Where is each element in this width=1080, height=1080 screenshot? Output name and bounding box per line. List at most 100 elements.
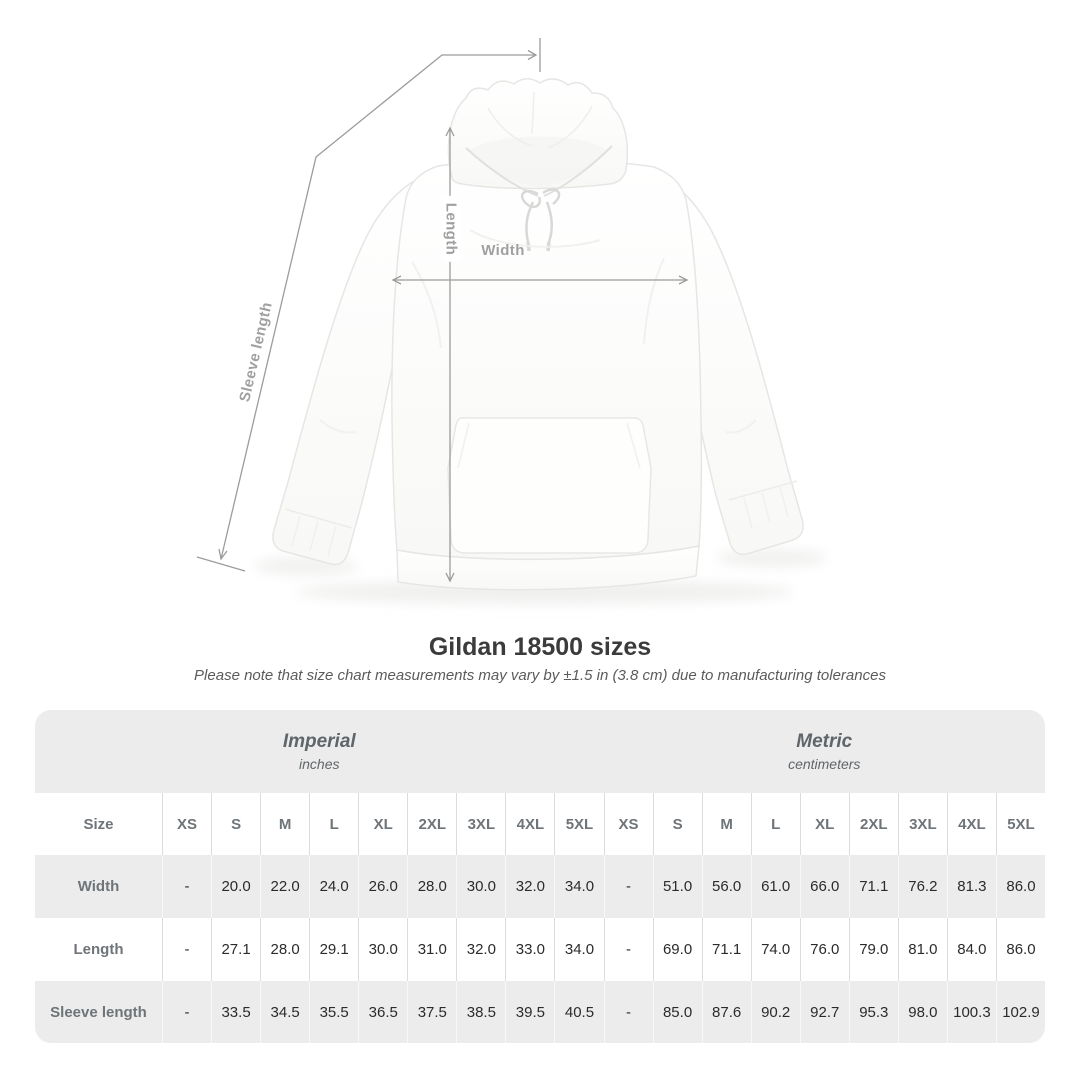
metric-unit: centimeters [788, 756, 861, 772]
size-col-header-metric: S [652, 793, 702, 855]
value-cell-imperial: 32.0 [505, 855, 554, 918]
row-label: Sleeve length [50, 1003, 147, 1021]
size-col-header-metric: 3XL [897, 793, 947, 855]
size-table: Imperial inches Metric centimeters Size X… [35, 710, 1045, 1043]
size-col-header-imperial: 5XL [554, 793, 603, 855]
width-right-arrowhead [678, 275, 689, 285]
value-cell-metric: 66.0 [799, 855, 849, 918]
hood-folds [487, 91, 593, 149]
imperial-group-header: Imperial inches [35, 710, 604, 793]
size-col-header-metric: M [701, 793, 751, 855]
value-cell-imperial: 35.5 [309, 981, 358, 1043]
value-cell-imperial: 22.0 [260, 855, 309, 918]
row-label: Width [77, 878, 120, 895]
value-cell-metric: 69.0 [652, 918, 702, 981]
length-top-arrowhead [445, 126, 455, 137]
width-measure-label: Width [481, 242, 525, 259]
value-cell-metric: 86.0 [995, 855, 1045, 918]
tolerance-note: Please note that size chart measurements… [194, 667, 886, 684]
value-cell-imperial: 30.0 [358, 918, 407, 981]
row-label: Length [73, 941, 124, 958]
sleeve-bottom-tick [196, 556, 246, 572]
size-col-header-imperial: M [260, 793, 309, 855]
value-cell-metric: 84.0 [946, 918, 996, 981]
value-cell-imperial: 29.1 [309, 918, 358, 981]
value-cell-metric: 74.0 [750, 918, 800, 981]
value-cell-metric: 102.9 [995, 981, 1045, 1043]
value-cell-metric: 79.0 [848, 918, 898, 981]
size-col-header-imperial: L [309, 793, 358, 855]
value-cell-imperial: 33.0 [505, 918, 554, 981]
value-cell-imperial: 20.0 [211, 855, 260, 918]
hoodie-illustration [196, 38, 827, 604]
sleeve-bottom-arrowhead [218, 548, 228, 561]
value-cell-metric: 71.1 [848, 855, 898, 918]
pocket-stitching [457, 422, 641, 469]
value-cell-imperial: 34.0 [554, 918, 603, 981]
size-col-header-imperial: 2XL [407, 793, 456, 855]
sleeve-right-arrowhead [527, 49, 538, 61]
value-cell-imperial: 28.0 [260, 918, 309, 981]
sleeve-length-line [220, 54, 536, 560]
metric-label: Metric [796, 731, 853, 752]
value-cell-metric: 86.0 [995, 918, 1045, 981]
value-cell-imperial: 32.0 [456, 918, 505, 981]
page-title: Gildan 18500 sizes [428, 633, 652, 661]
size-col-header-metric: 4XL [946, 793, 996, 855]
value-cell-metric: 98.0 [897, 981, 947, 1043]
size-col-header-metric: XS [603, 793, 653, 855]
value-cell-imperial: 27.1 [211, 918, 260, 981]
value-cell-imperial: - [162, 855, 211, 918]
value-cell-metric: 90.2 [750, 981, 800, 1043]
value-cell-imperial: 28.0 [407, 855, 456, 918]
value-cell-metric: 61.0 [750, 855, 800, 918]
imperial-unit: inches [299, 756, 340, 772]
value-cell-metric: 100.3 [946, 981, 996, 1043]
value-cell-imperial: 38.5 [456, 981, 505, 1043]
garment-shadow [254, 549, 827, 604]
hem-band [396, 545, 700, 591]
hood-interior-shading [470, 136, 606, 187]
value-cell-metric: - [603, 981, 653, 1043]
value-cell-imperial: 37.5 [407, 981, 456, 1043]
size-col-header-imperial: 3XL [456, 793, 505, 855]
size-col-header-imperial: S [211, 793, 260, 855]
value-cell-imperial: 39.5 [505, 981, 554, 1043]
value-cell-metric: - [603, 855, 653, 918]
drawstrings [520, 188, 561, 252]
fabric-creases [319, 229, 757, 434]
size-col-header-metric: 5XL [995, 793, 1045, 855]
value-cell-imperial: 30.0 [456, 855, 505, 918]
value-cell-metric: - [603, 918, 653, 981]
collar-seams [465, 145, 613, 197]
length-measure-label: Length [442, 195, 460, 263]
measurement-row: Sleeve length -33.5 34.5 35.5 36.5 37.5 38.5 39… [35, 981, 1045, 1043]
value-cell-imperial: 24.0 [309, 855, 358, 918]
value-cell-metric: 56.0 [701, 855, 751, 918]
measurement-row: Width -20.0 22.0 24.0 26.0 28.0 30.0 32.0 34.0-5… [35, 855, 1045, 918]
length-bottom-arrowhead [445, 572, 455, 583]
value-cell-metric: 71.1 [701, 918, 751, 981]
size-corner-label: Size [83, 815, 114, 833]
value-cell-metric: 92.7 [799, 981, 849, 1043]
value-cell-imperial: 33.5 [211, 981, 260, 1043]
metric-group-header: Metric centimeters [604, 710, 1046, 793]
value-cell-imperial: 34.0 [554, 855, 603, 918]
unit-group-band: Imperial inches Metric centimeters [35, 710, 1045, 793]
value-cell-imperial: - [162, 981, 211, 1043]
measurement-row: Length -27.1 28.0 29.1 30.0 31.0 32.0 33.0 34.0-… [35, 918, 1045, 981]
value-cell-metric: 81.3 [946, 855, 996, 918]
value-cell-imperial: - [162, 918, 211, 981]
size-col-header-metric: 2XL [848, 793, 898, 855]
size-col-header-imperial: XS [162, 793, 211, 855]
cuff-seams [284, 480, 798, 557]
kangaroo-pocket [447, 417, 652, 554]
value-cell-metric: 87.6 [701, 981, 751, 1043]
value-cell-imperial: 36.5 [358, 981, 407, 1043]
imperial-label: Imperial [282, 731, 356, 752]
value-cell-metric: 51.0 [652, 855, 702, 918]
value-cell-metric: 95.3 [848, 981, 898, 1043]
width-left-arrowhead [391, 275, 402, 285]
value-cell-metric: 76.0 [799, 918, 849, 981]
